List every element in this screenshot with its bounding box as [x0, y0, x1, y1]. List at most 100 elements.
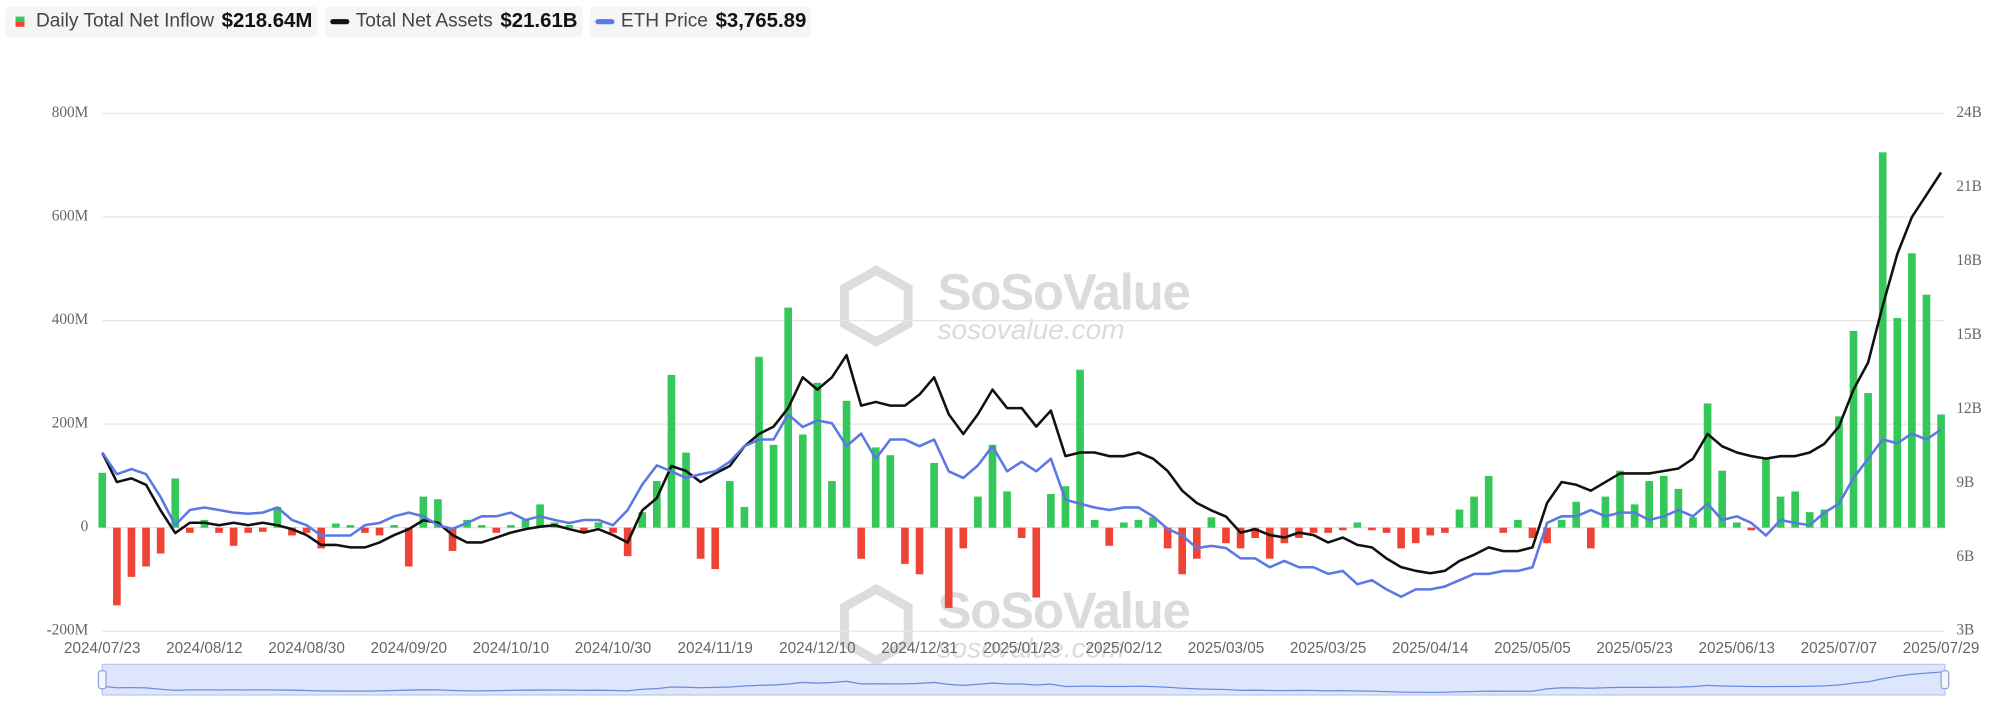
bar	[331, 523, 340, 528]
bar	[492, 527, 501, 533]
legend-icon	[15, 21, 25, 27]
bar	[521, 519, 530, 528]
bar	[142, 527, 150, 567]
legend-value: $21.61B	[500, 10, 577, 32]
x-tick-label: 2025/05/05	[1494, 640, 1571, 657]
bar	[1003, 491, 1011, 528]
watermark-logo	[839, 584, 913, 666]
bar	[1163, 527, 1172, 549]
bar	[1820, 509, 1829, 528]
x-tick-label: 2024/12/31	[881, 640, 958, 657]
bar	[1674, 488, 1683, 528]
line	[101, 413, 1942, 599]
line	[101, 171, 1943, 575]
watermark-name: SoSoValue	[938, 582, 1190, 639]
bar	[1908, 253, 1916, 528]
bar	[1090, 519, 1099, 528]
bar	[186, 527, 194, 533]
bar	[302, 527, 311, 533]
bar	[784, 307, 793, 528]
bar	[565, 525, 574, 528]
x-tick-label: 2025/07/29	[1903, 640, 1980, 657]
bar	[580, 527, 588, 533]
bar	[667, 374, 676, 528]
legend-name: ETH Price	[621, 11, 708, 32]
bar	[434, 499, 442, 528]
legend-box	[5, 6, 318, 37]
bar	[1543, 527, 1551, 544]
legend-icon	[15, 16, 25, 22]
watermark-name: SoSoValue	[938, 263, 1190, 320]
bar	[1528, 527, 1537, 539]
legend-value: $3,765.89	[716, 10, 807, 32]
bar	[1426, 527, 1435, 536]
bar	[1572, 501, 1581, 528]
bar	[944, 527, 953, 608]
x-tick-label: 2024/10/10	[473, 640, 550, 657]
bar	[1192, 527, 1201, 559]
watermark: SoSoValue sosovalue.com SoSoValue sosova…	[839, 263, 1191, 666]
x-tick-label: 2024/08/30	[268, 640, 345, 657]
legend-name: Total Net Assets	[356, 11, 493, 32]
bar	[1893, 317, 1902, 528]
bar	[682, 452, 690, 528]
bar	[477, 525, 486, 528]
watermark-url: sosovalue.com	[938, 314, 1125, 345]
bar	[1645, 481, 1654, 528]
bar	[390, 525, 398, 528]
navigator-line	[102, 671, 1942, 694]
bar	[1309, 527, 1318, 533]
bar	[258, 527, 267, 532]
bar	[1222, 527, 1230, 544]
x-tick-label: 2025/04/14	[1392, 640, 1469, 657]
x-tick-label: 2025/03/25	[1290, 640, 1367, 657]
bar	[1703, 403, 1712, 528]
bar	[1587, 527, 1595, 549]
bar	[915, 527, 924, 575]
watermark-logo	[839, 265, 913, 347]
bar	[273, 506, 282, 528]
bar	[842, 400, 851, 528]
x-tick-label: 2024/08/12	[166, 640, 243, 657]
x-tick-label: 2024/07/23	[64, 640, 141, 657]
bar	[1441, 527, 1449, 533]
bar	[1659, 475, 1668, 528]
bar	[448, 527, 457, 551]
x-tick-label: 2025/02/12	[1086, 640, 1163, 657]
x-tick-label: 2025/03/05	[1188, 640, 1265, 657]
x-tick-label: 2025/07/07	[1801, 640, 1878, 657]
bar	[1265, 527, 1274, 559]
x-tick-label: 2024/12/10	[779, 640, 856, 657]
bar	[1236, 527, 1245, 549]
bar	[1514, 519, 1522, 528]
x-tick-label: 2024/09/20	[370, 640, 447, 657]
bar	[813, 382, 822, 528]
bar	[1353, 522, 1362, 528]
bar	[1149, 517, 1157, 528]
legend-value: $218.64M	[222, 10, 313, 32]
bar	[1047, 494, 1055, 528]
legend-item: Total Net Assets $21.61B	[325, 6, 583, 37]
bar	[1776, 496, 1785, 528]
bar	[638, 512, 647, 528]
bar	[653, 481, 661, 528]
y2-tick-label: 9B	[1956, 474, 1974, 491]
bar	[1630, 504, 1639, 528]
bar	[1791, 491, 1799, 528]
y-tick-label: 200M	[52, 415, 89, 432]
bar	[375, 527, 384, 536]
bar	[361, 527, 369, 533]
bar	[1120, 522, 1128, 528]
y2-tick-label: 18B	[1956, 252, 1982, 269]
bar	[229, 527, 238, 546]
navigator-handle	[97, 670, 107, 690]
bar	[244, 527, 253, 533]
watermark-url: sosovalue.com	[938, 633, 1125, 664]
bar	[1732, 522, 1741, 528]
bar	[127, 527, 136, 577]
bar	[1338, 527, 1347, 531]
bar	[725, 481, 734, 528]
y2-tick-label: 24B	[1956, 104, 1982, 121]
